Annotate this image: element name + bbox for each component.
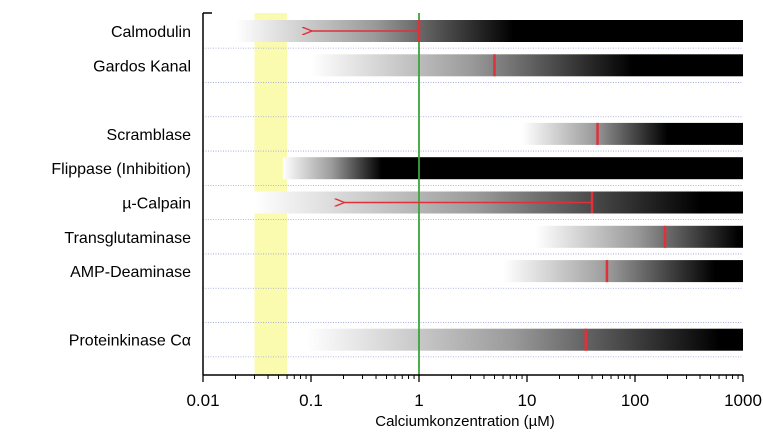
range-bar: [522, 122, 743, 145]
row-label: Scramblase: [107, 127, 192, 144]
x-tick-label: 10: [518, 391, 537, 410]
row-label: Proteinkinase Cα: [69, 333, 191, 350]
row-label: Calmodulin: [111, 24, 191, 41]
range-bar: [535, 225, 743, 248]
range-bar: [311, 54, 743, 77]
x-tick-label: 0.01: [186, 391, 219, 410]
row-label: Transglutaminase: [64, 230, 191, 247]
range-bar: [503, 260, 743, 283]
range-bar: [306, 328, 743, 351]
x-tick-label: 100: [621, 391, 649, 410]
range-bar: [235, 20, 744, 42]
x-tick-label: 1000: [724, 391, 762, 410]
x-tick-label: 0.1: [299, 391, 323, 410]
x-axis-label: Calciumkonzentration (µM): [375, 413, 555, 430]
row-label: AMP-Deaminase: [70, 264, 191, 281]
row-label: Gardos Kanal: [93, 58, 191, 75]
row-label: Flippase (Inhibition): [51, 161, 191, 178]
x-tick-label: 1: [414, 391, 423, 410]
range-bar: [282, 157, 743, 180]
row-label: µ-Calpain: [122, 196, 191, 213]
